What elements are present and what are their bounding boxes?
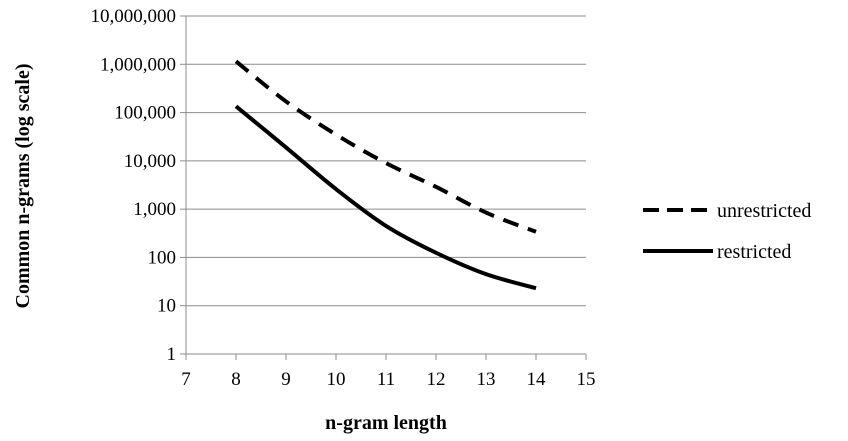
y-tick-label-3: 1,000 [133, 199, 176, 220]
series-line-unrestricted [234, 59, 537, 234]
x-tick-label-0: 7 [181, 369, 191, 390]
x-tick-label-3: 10 [327, 369, 346, 390]
legend: unrestricted restricted [643, 200, 811, 263]
x-tick-label-6: 13 [477, 369, 496, 390]
y-tick-label-4: 10,000 [124, 151, 176, 172]
x-tick-labels: 7 8 9 10 11 12 13 14 15 [181, 369, 595, 390]
y-tick-labels: 1 10 100 1,000 10,000 100,000 1,000,000 10,000,… [91, 6, 177, 365]
y-tick-label-6: 1,000,000 [100, 54, 176, 75]
legend-item-restricted: restricted [643, 241, 791, 263]
y-tick-label-2: 100 [148, 247, 177, 268]
y-tick-label-1: 10 [157, 296, 176, 317]
x-tick-label-5: 12 [427, 369, 446, 390]
x-tick-label-4: 11 [377, 369, 395, 390]
y-axis-title: Common n-grams (log scale) [12, 64, 34, 309]
y-tick-label-5: 100,000 [114, 103, 176, 124]
x-tick-label-8: 15 [577, 369, 596, 390]
x-tick-label-7: 14 [527, 369, 547, 390]
x-tick-label-1: 8 [231, 369, 241, 390]
legend-label-restricted: restricted [717, 241, 791, 263]
y-tick-label-0: 1 [167, 344, 177, 365]
legend-item-unrestricted: unrestricted [643, 200, 811, 222]
series-line-restricted [234, 104, 537, 291]
series-lines [234, 59, 537, 291]
y-tick-label-7: 10,000,000 [91, 6, 177, 27]
axes [180, 15, 587, 360]
x-axis-title: n-gram length [325, 412, 447, 434]
grid-lines [186, 15, 586, 307]
legend-label-unrestricted: unrestricted [717, 200, 811, 222]
x-tick-label-2: 9 [281, 369, 291, 390]
